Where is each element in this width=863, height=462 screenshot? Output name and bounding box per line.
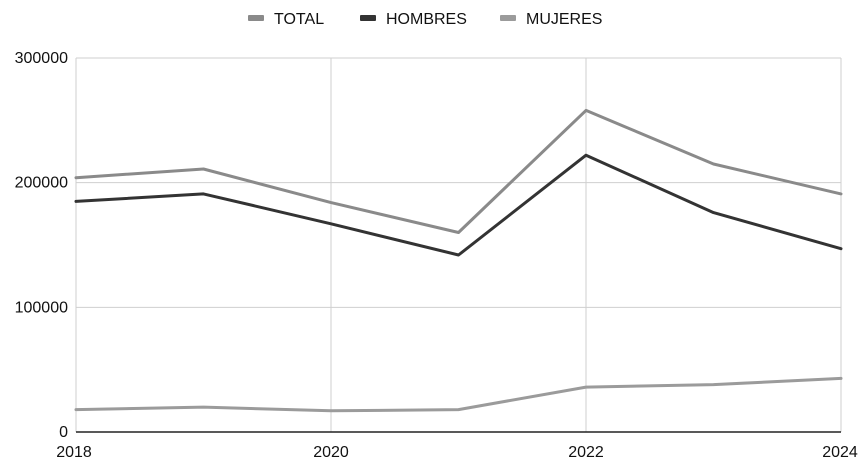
legend-label-hombres: HOMBRES — [386, 11, 467, 28]
y-tick-label: 100000 — [15, 299, 68, 316]
legend: TOTAL HOMBRES MUJERES — [248, 11, 602, 28]
y-tick-label: 300000 — [15, 50, 68, 67]
y-tick-label: 200000 — [15, 175, 68, 192]
series-line-total — [74, 108, 843, 234]
legend-label-total: TOTAL — [274, 11, 324, 28]
legend-swatch-mujeres — [500, 15, 516, 21]
series-total — [74, 108, 843, 234]
x-tick-label: 2020 — [313, 444, 349, 461]
x-tick-label: 2022 — [568, 444, 604, 461]
legend-swatch-total — [248, 15, 264, 21]
series-hombres — [74, 153, 843, 257]
series-line-mujeres — [74, 376, 843, 413]
x-tick-label: 2018 — [56, 444, 92, 461]
series-mujeres — [74, 376, 843, 413]
grid — [75, 57, 842, 432]
x-tick-label: 2024 — [822, 444, 858, 461]
legend-label-mujeres: MUJERES — [526, 11, 602, 28]
y-tick-label: 0 — [59, 424, 68, 441]
legend-swatch-hombres — [360, 15, 376, 21]
